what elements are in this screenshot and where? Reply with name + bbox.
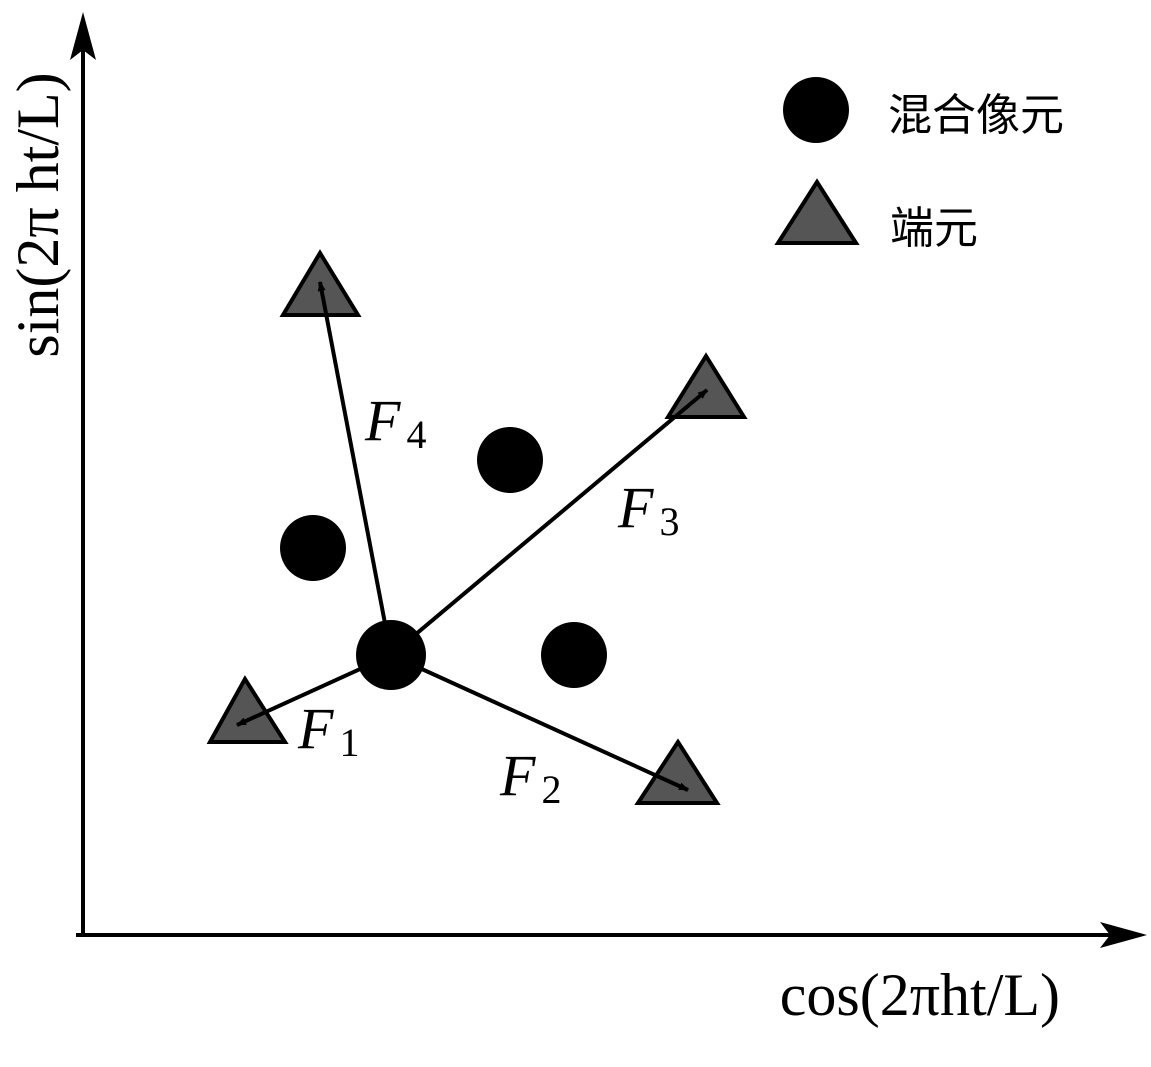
mixed-pixel — [477, 427, 543, 493]
x-axis-label: cos(2πht/L) — [780, 962, 1060, 1028]
vector-arrow — [390, 653, 689, 792]
vector-symbol: F — [617, 475, 654, 540]
endmember — [206, 675, 289, 744]
mixed-pixel — [280, 515, 346, 581]
x-axis-arrow — [1100, 922, 1147, 948]
mixed-pixel — [541, 622, 607, 688]
vector-symbol: F — [364, 388, 401, 453]
legend-label: 端元 — [890, 203, 978, 254]
mixed-pixel — [356, 620, 426, 690]
legend-triangle — [774, 178, 860, 245]
endmember — [664, 352, 748, 419]
vector-index: 3 — [659, 499, 679, 544]
endmember — [634, 738, 721, 805]
vector-index: 2 — [541, 767, 561, 812]
vector-index: 4 — [406, 412, 426, 457]
legend-circle — [783, 77, 849, 143]
vector-index: 1 — [339, 720, 359, 765]
y-axis-arrow — [70, 12, 96, 60]
vector-arrow — [389, 388, 709, 657]
legend-label: 混合像元 — [888, 90, 1064, 141]
vector-symbol: F — [297, 696, 334, 761]
vector-arrow — [317, 281, 393, 656]
vector-symbol: F — [499, 743, 536, 808]
y-axis-label: sin(2π ht/L) — [5, 72, 71, 357]
